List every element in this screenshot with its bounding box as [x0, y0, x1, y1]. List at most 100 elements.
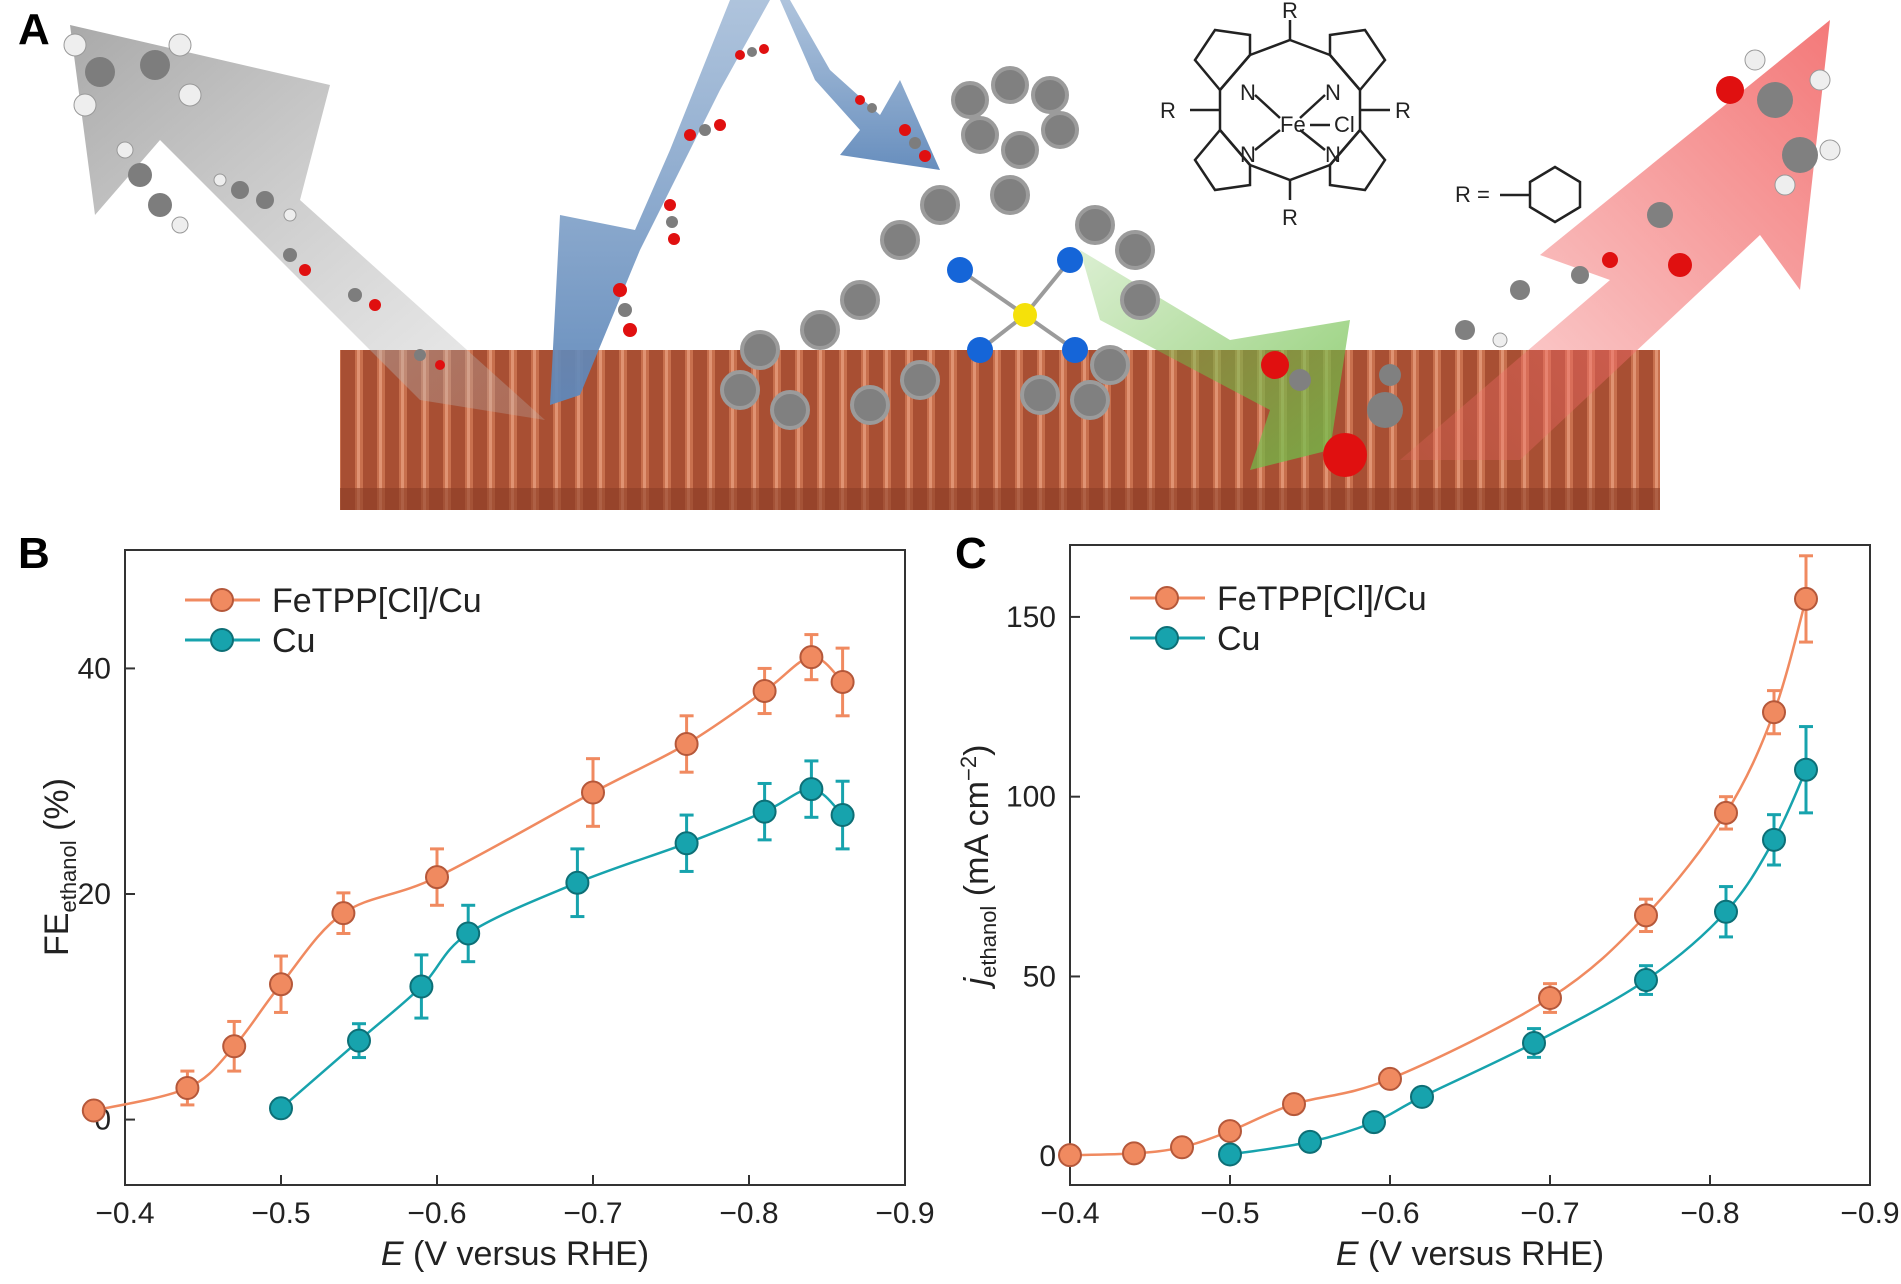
panel-c-series-2-point	[1410, 1084, 1434, 1109]
panel-b-series-2-line	[280, 787, 844, 1110]
right-molecules	[1261, 49, 1841, 477]
structure-metal: Fe	[1280, 112, 1306, 137]
panel-b-series-1-point	[674, 731, 699, 756]
panel-b-series-2-point	[674, 831, 699, 856]
panel-a: A	[18, 0, 1841, 510]
panel-b-series-2-point	[409, 974, 434, 999]
structure-r-right: R	[1395, 98, 1411, 123]
fetpp-structure-diagram	[1190, 20, 1582, 224]
panel-b-series-1-point	[175, 1076, 200, 1101]
panel-c-series-2-point	[1298, 1129, 1322, 1154]
panel-c-plot-frame	[1069, 544, 1871, 1186]
panel-c-series-2-point	[1362, 1110, 1386, 1135]
panel-c-series-2-point	[1634, 968, 1658, 993]
panel-c-y-ticks: 0 50 100 150	[1006, 601, 1080, 1173]
panel-a-label: A	[18, 5, 50, 54]
panel-b-series-2-point	[456, 921, 481, 946]
panel-b-legend-series-1: FeTPP[Cl]/Cu	[272, 582, 482, 620]
fetpp-molecule-model	[720, 66, 1160, 430]
panel-c-series-2-point	[1794, 757, 1818, 782]
panel-b-x-ticks: −0.4 −0.5 −0.6 −0.7 −0.8 −0.9	[95, 1175, 935, 1230]
panel-b-series-2-point	[830, 803, 855, 828]
panel-c-series-2-point	[1762, 827, 1786, 852]
gray-product-arrow	[70, 25, 545, 420]
panel-b-series-1-line	[93, 655, 844, 1112]
panel-c: C −0.4 −0.5 −0.6 −0.7 −0.8 −0.9 0 50 100 150 E (…	[955, 529, 1900, 1273]
panel-c-series-1-point	[1058, 1143, 1082, 1168]
panel-c-y-tick-label: 0	[1039, 1140, 1056, 1173]
panel-c-series-1-point	[1282, 1092, 1306, 1117]
panel-b-x-tick-label: −0.4	[95, 1197, 154, 1230]
panel-c-series-1-point	[1714, 800, 1738, 825]
structure-n-1: N	[1240, 80, 1256, 105]
panel-c-series-2-point	[1522, 1030, 1546, 1055]
structure-r-definition: R =	[1455, 182, 1490, 207]
panel-c-plot-area	[1058, 554, 1818, 1168]
panel-c-series-1-point	[1762, 700, 1786, 725]
structure-ligand: Cl	[1334, 112, 1355, 137]
panel-c-y-axis-title: jethanol (mA cm−2)	[956, 745, 1001, 990]
panel-c-x-tick-label: −0.9	[1840, 1197, 1899, 1230]
panel-c-series-1-point	[1218, 1119, 1242, 1144]
panel-b-x-tick-label: −0.5	[251, 1197, 310, 1230]
panel-b-series-2-point	[752, 799, 777, 824]
panel-b-plot-area	[81, 633, 855, 1123]
panel-c-legend: FeTPP[Cl]/Cu Cu	[1130, 580, 1427, 658]
panel-c-series-2-point	[1714, 899, 1738, 924]
structure-r-bottom: R	[1282, 205, 1298, 230]
panel-b-series-1-point	[269, 972, 293, 997]
panel-b-legend: FeTPP[Cl]/Cu Cu	[185, 582, 482, 660]
panel-c-series-1-point	[1122, 1141, 1146, 1166]
panel-c-legend-series-1: FeTPP[Cl]/Cu	[1217, 580, 1427, 618]
panel-b-series-1-point	[830, 669, 855, 694]
structure-r-left: R	[1160, 98, 1176, 123]
panel-c-series-1-line	[1069, 598, 1808, 1157]
structure-n-3: N	[1240, 142, 1256, 167]
structure-n-2: N	[1325, 80, 1341, 105]
panel-b-x-axis-title: E (V versus RHE)	[381, 1235, 649, 1273]
panel-b-y-tick-label: 20	[78, 878, 111, 911]
panel-c-y-tick-label: 150	[1006, 601, 1056, 634]
gray-arrow-molecules	[63, 33, 445, 370]
panel-c-label: C	[955, 529, 987, 578]
panel-b-series-2-point	[347, 1028, 371, 1053]
panel-c-x-axis-title: E (V versus RHE)	[1336, 1235, 1604, 1273]
panel-b-legend-series-2: Cu	[272, 622, 315, 660]
panel-c-legend-series-2: Cu	[1217, 620, 1260, 658]
fetpp-structure-labels: R R R R N N N N Fe Cl R =	[1160, 0, 1490, 230]
panel-b-series-2-point	[269, 1096, 293, 1121]
panel-c-series-1-point	[1538, 986, 1562, 1011]
panel-c-x-tick-label: −0.6	[1360, 1197, 1419, 1230]
blue-co2-arrow-left	[550, 0, 770, 405]
panel-c-series-1-point	[1794, 586, 1818, 611]
panel-c-x-tick-label: −0.8	[1680, 1197, 1739, 1230]
panel-b-series-1-point	[81, 1098, 106, 1123]
panel-b-x-tick-label: −0.7	[563, 1197, 622, 1230]
panel-c-x-tick-label: −0.7	[1520, 1197, 1579, 1230]
panel-c-series-2-line	[1229, 769, 1808, 1156]
panel-c-x-tick-label: −0.4	[1040, 1197, 1099, 1230]
panel-b-series-2-point	[565, 870, 590, 895]
panel-c-y-tick-label: 100	[1006, 781, 1056, 814]
structure-r-top: R	[1282, 0, 1298, 23]
panel-b-y-axis-title: FEethanol (%)	[38, 778, 81, 956]
co2-molecules	[613, 44, 931, 337]
panel-b-x-tick-label: −0.8	[719, 1197, 778, 1230]
panel-c-series-1-point	[1170, 1135, 1194, 1160]
panel-b-series-1-point	[752, 678, 777, 703]
panel-b-label: B	[18, 529, 50, 578]
panel-b-series-1-point	[581, 780, 605, 805]
panel-c-y-tick-label: 50	[1023, 960, 1056, 993]
panel-c-series-1-point	[1634, 903, 1658, 928]
copper-surface-shadow	[340, 488, 1660, 510]
panel-b-series-2-point	[799, 777, 824, 802]
panel-c-x-ticks: −0.4 −0.5 −0.6 −0.7 −0.8 −0.9	[1040, 1175, 1900, 1230]
panel-b-series-1-point	[222, 1034, 247, 1059]
red-ethanol-arrow	[1400, 20, 1830, 460]
panel-b-x-tick-label: −0.9	[875, 1197, 934, 1230]
panel-b-series-1-point	[799, 645, 824, 670]
panel-c-series-1-point	[1378, 1066, 1402, 1091]
